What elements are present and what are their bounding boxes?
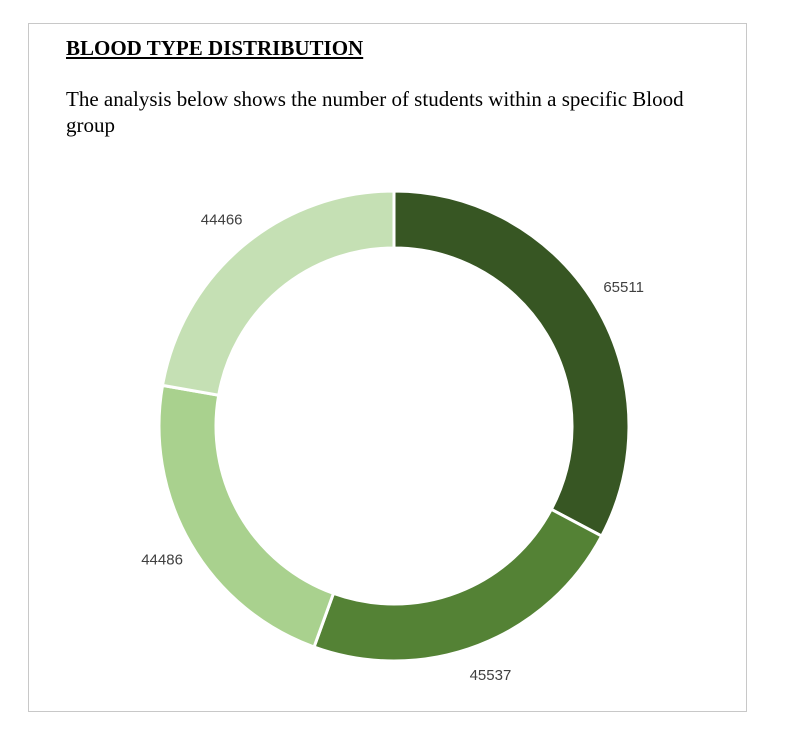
page-description: The analysis below shows the number of s… xyxy=(66,87,684,137)
chart-data-labels: 65511 45537 44486 44466 xyxy=(141,212,644,684)
data-label-3: 44486 xyxy=(141,551,183,568)
doughnut-slice-1 xyxy=(392,189,631,539)
data-label-2: 45537 xyxy=(470,667,512,684)
doughnut-slice-4 xyxy=(160,189,396,397)
doughnut-slice-2 xyxy=(312,507,604,663)
data-label-4: 44466 xyxy=(201,212,243,229)
doughnut-slice-3 xyxy=(157,383,336,649)
page-title: BLOOD TYPE DISTRIBUTION xyxy=(66,36,364,60)
chart-slices xyxy=(157,189,631,663)
document-panel xyxy=(28,23,747,712)
data-label-1: 65511 xyxy=(603,279,644,296)
